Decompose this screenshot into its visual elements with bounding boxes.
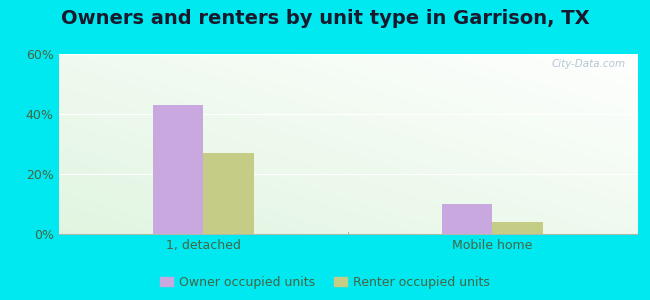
Bar	[153, 105, 203, 234]
Text: City-Data.com: City-Data.com	[551, 59, 625, 69]
Bar	[493, 222, 543, 234]
Bar	[442, 204, 493, 234]
Bar	[203, 153, 254, 234]
Legend: Owner occupied units, Renter occupied units: Owner occupied units, Renter occupied un…	[155, 271, 495, 294]
Text: Owners and renters by unit type in Garrison, TX: Owners and renters by unit type in Garri…	[60, 9, 590, 28]
